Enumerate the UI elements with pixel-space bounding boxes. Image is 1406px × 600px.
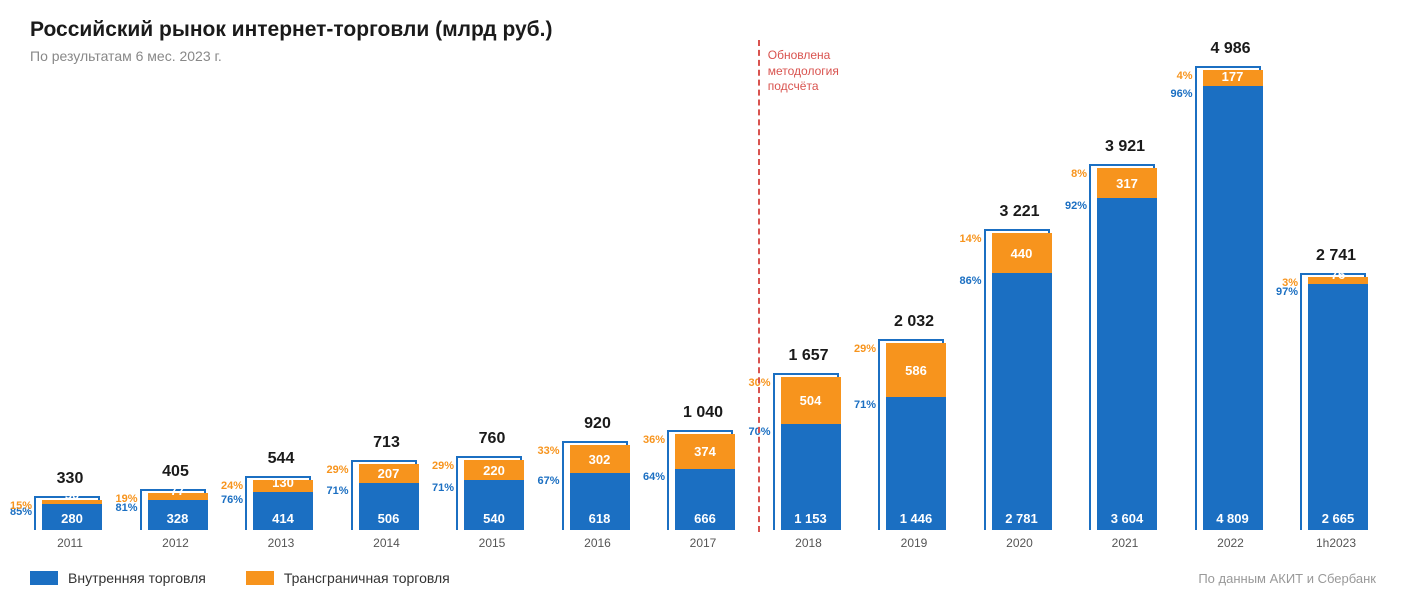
legend-item-domestic: Внутренняя торговля (30, 570, 206, 586)
value-total: 3 921 (1085, 138, 1165, 156)
x-axis-label: 2022 (1191, 536, 1271, 550)
value-cross: 130 (253, 475, 313, 490)
legend-label-domestic: Внутренняя торговля (68, 570, 206, 586)
pct-domestic: 71% (414, 482, 454, 494)
x-axis-label: 2016 (558, 536, 638, 550)
value-cross: 302 (570, 452, 630, 467)
value-domestic: 328 (148, 511, 208, 526)
value-total: 405 (136, 463, 216, 481)
pct-cross: 3% (1258, 277, 1298, 289)
pct-cross: 33% (520, 445, 560, 457)
pct-cross: 14% (942, 233, 982, 245)
swatch-cross (246, 571, 274, 585)
x-axis-label: 2020 (980, 536, 1060, 550)
value-cross: 317 (1097, 176, 1157, 191)
x-axis-label: 2014 (347, 536, 427, 550)
pct-cross: 29% (414, 460, 454, 472)
source-label: По данным АКИТ и Сбербанк (1198, 571, 1376, 586)
value-domestic: 1 446 (886, 511, 946, 526)
bar-segment-domestic (1203, 86, 1263, 530)
value-total: 713 (347, 434, 427, 452)
pct-domestic: 92% (1047, 200, 1087, 212)
x-axis-label: 2012 (136, 536, 216, 550)
pct-cross: 29% (309, 464, 349, 476)
pct-domestic: 70% (731, 426, 771, 438)
bar-segment-domestic (886, 397, 946, 530)
chart-title: Российский рынок интернет-торговли (млрд… (30, 18, 552, 42)
x-axis-label: 2013 (241, 536, 321, 550)
value-cross: 77 (148, 483, 208, 498)
value-total: 4 986 (1191, 40, 1271, 58)
methodology-divider (758, 40, 760, 532)
pct-cross: 36% (625, 434, 665, 446)
legend: Внутренняя торговля Трансграничная торго… (30, 570, 450, 586)
pct-cross: 15% (0, 500, 32, 512)
value-domestic: 666 (675, 511, 735, 526)
value-cross: 504 (781, 393, 841, 408)
bar-segment-domestic (1097, 198, 1157, 530)
x-axis-label: 2018 (769, 536, 849, 550)
x-axis-label: 1h2023 (1296, 536, 1376, 550)
value-total: 920 (558, 415, 638, 433)
bar-segment-domestic (992, 273, 1052, 530)
x-axis-label: 2021 (1085, 536, 1165, 550)
value-cross: 586 (886, 363, 946, 378)
chart-area: 2805033085%15%20113287740581%19%20124141… (30, 40, 1376, 530)
value-domestic: 4 809 (1203, 511, 1263, 526)
pct-cross: 19% (98, 493, 138, 505)
value-cross: 177 (1203, 69, 1263, 84)
value-domestic: 1 153 (781, 511, 841, 526)
value-domestic: 2 781 (992, 511, 1052, 526)
x-axis-label: 2011 (30, 536, 110, 550)
value-cross: 50 (42, 487, 102, 502)
value-cross: 374 (675, 444, 735, 459)
value-cross: 76 (1308, 267, 1368, 282)
pct-cross: 30% (731, 377, 771, 389)
pct-domestic: 71% (309, 485, 349, 497)
legend-label-cross: Трансграничная торговля (284, 570, 450, 586)
pct-domestic: 67% (520, 475, 560, 487)
x-axis-label: 2015 (452, 536, 532, 550)
value-total: 2 032 (874, 313, 954, 331)
value-domestic: 280 (42, 511, 102, 526)
pct-cross: 24% (203, 480, 243, 492)
pct-cross: 29% (836, 343, 876, 355)
swatch-domestic (30, 571, 58, 585)
legend-item-cross: Трансграничная торговля (246, 570, 450, 586)
value-cross: 440 (992, 246, 1052, 261)
value-total: 1 040 (663, 404, 743, 422)
value-domestic: 414 (253, 511, 313, 526)
methodology-note: Обновленаметодологияподсчёта (768, 48, 878, 95)
value-domestic: 2 665 (1308, 511, 1368, 526)
value-domestic: 540 (464, 511, 524, 526)
value-domestic: 618 (570, 511, 630, 526)
pct-domestic: 86% (942, 275, 982, 287)
value-total: 2 741 (1296, 247, 1376, 265)
pct-domestic: 96% (1153, 88, 1193, 100)
value-domestic: 3 604 (1097, 511, 1157, 526)
x-axis-label: 2017 (663, 536, 743, 550)
pct-domestic: 64% (625, 471, 665, 483)
pct-cross: 8% (1047, 168, 1087, 180)
pct-domestic: 76% (203, 494, 243, 506)
pct-cross: 4% (1153, 70, 1193, 82)
value-cross: 220 (464, 463, 524, 478)
value-cross: 207 (359, 466, 419, 481)
value-domestic: 506 (359, 511, 419, 526)
bar-segment-domestic (1308, 284, 1368, 530)
value-total: 330 (30, 470, 110, 488)
pct-domestic: 71% (836, 399, 876, 411)
x-axis-label: 2019 (874, 536, 954, 550)
